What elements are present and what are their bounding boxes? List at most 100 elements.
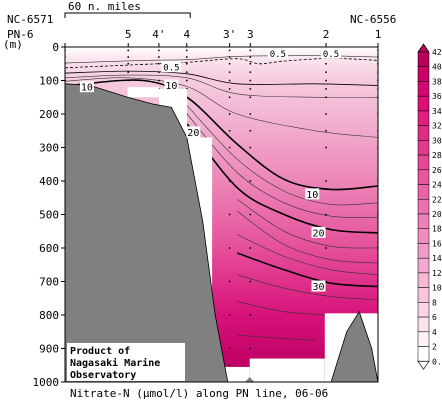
colorbar-swatch [417, 95, 430, 112]
colorbar-label: 28 [432, 151, 442, 160]
sample-point [249, 56, 252, 58]
contour-label-bg [267, 47, 288, 59]
continental-shelf [65, 83, 229, 382]
contour-label: 0.5 [163, 64, 179, 74]
station-label: 3' [223, 28, 236, 41]
colorbar-swatch [417, 346, 430, 362]
contour-line-20 [186, 123, 378, 234]
y-tick-label: 500 [39, 209, 59, 222]
chart-caption: Nitrate-N (μmol/l) along PN line, 06-06 [70, 387, 328, 400]
y-tick-label: 700 [39, 276, 59, 289]
contour-line-thin [65, 74, 378, 98]
colorbar-swatch [417, 243, 430, 259]
contour-line-thin [186, 113, 378, 218]
colorbar-swatch [417, 154, 430, 171]
contour-label-bg [311, 226, 326, 238]
seamount [330, 310, 378, 382]
y-tick-label: 300 [39, 142, 59, 155]
contour-label: 10 [306, 190, 318, 201]
colorbar-swatch [417, 169, 430, 185]
colorbar-label: 4 [432, 328, 437, 337]
contour-line-thin [65, 77, 378, 138]
contour-line-thin [237, 334, 316, 341]
station-labels: PN-6 5 4' 4 3' 3 2 1 [7, 28, 381, 47]
colorbar-label: 12 [432, 269, 442, 278]
contour-label: 10 [165, 81, 177, 92]
colorbar-top-extend [417, 43, 430, 53]
sample-point [325, 247, 327, 249]
colorbar-label: 22 [432, 195, 442, 204]
colorbar-swatch [417, 272, 430, 288]
sample-point [228, 364, 231, 367]
colorbar-label: 6 [432, 313, 437, 322]
colorbar-label: 14 [432, 254, 442, 263]
scale-bar [64, 12, 191, 18]
sample-point [185, 62, 188, 65]
colorbar-swatch [417, 257, 430, 274]
y-axis-unit-label: (m) [3, 38, 23, 51]
colorbar-label: 0.5 [432, 357, 442, 366]
sample-point [228, 49, 231, 52]
contour-label-bg [186, 126, 201, 138]
sample-point [127, 56, 130, 58]
contour-line-thin [237, 210, 378, 264]
y-tick-label: 800 [39, 309, 59, 322]
contour-label-bg [164, 79, 179, 91]
sample-point [185, 79, 188, 82]
contour-label: 30 [313, 282, 325, 293]
y-tick-label: 1000 [33, 376, 60, 389]
colorbar-label: 26 [432, 166, 442, 175]
colorbar-label: 20 [432, 210, 442, 219]
colorbar-swatch [417, 316, 430, 333]
left-station-code: NC-6571 [7, 13, 53, 26]
sample-point [228, 347, 231, 350]
contour-label: 20 [187, 128, 199, 139]
colorbar-swatch [417, 81, 430, 97]
colorbar-label: 18 [432, 225, 442, 234]
colorbar-label: 24 [432, 181, 442, 190]
scale-bar-line [64, 12, 191, 18]
sample-point [249, 213, 252, 216]
y-tick-label: 0 [52, 41, 59, 54]
contour-label-bg [305, 188, 320, 200]
no-data-region [249, 358, 325, 382]
sample-point [228, 314, 231, 316]
sample-point [127, 79, 130, 82]
contour-label-bg [161, 61, 182, 73]
sample-point [325, 87, 327, 90]
sample-point [228, 87, 231, 90]
sample-point [228, 180, 231, 182]
sample-point [228, 56, 231, 58]
contour-label: 10 [81, 83, 93, 94]
colorbar-label: 10 [432, 284, 442, 293]
sample-point [249, 247, 252, 249]
contour-label-bg [321, 47, 342, 59]
credit-line-1: Product of [70, 346, 130, 357]
station-label: 3 [247, 28, 254, 41]
colorbar-label: 32 [432, 122, 442, 131]
sample-point [127, 62, 130, 65]
sample-point [325, 146, 327, 149]
sample-point [249, 146, 252, 149]
contour-line-thin [237, 274, 378, 301]
contour-label: 0.5 [323, 50, 339, 60]
sample-point [325, 129, 327, 132]
colorbar-swatch [417, 228, 430, 244]
y-tick-label: 600 [39, 242, 59, 255]
colorbar-swatch [417, 302, 430, 318]
colorbar-label: 40 [432, 63, 442, 72]
station-label: PN-6 [7, 28, 34, 41]
plot-area: 0.5 0.5 0.5 10 10 20 10 20 30 [64, 46, 379, 383]
sample-point [228, 213, 231, 216]
colorbar-label: 38 [432, 77, 442, 86]
sample-point [228, 129, 231, 132]
y-tick-label: 100 [39, 75, 59, 88]
sample-point [228, 62, 231, 65]
y-axis: 0 100 200 300 400 500 600 700 800 900 1000 [33, 41, 65, 389]
credit-box: Product of Nagasaki Marine Observatory [67, 343, 185, 381]
sample-point [249, 129, 252, 132]
contour-line-2 [65, 70, 378, 86]
contour-label-bg [311, 280, 326, 292]
sample-point [249, 347, 252, 350]
